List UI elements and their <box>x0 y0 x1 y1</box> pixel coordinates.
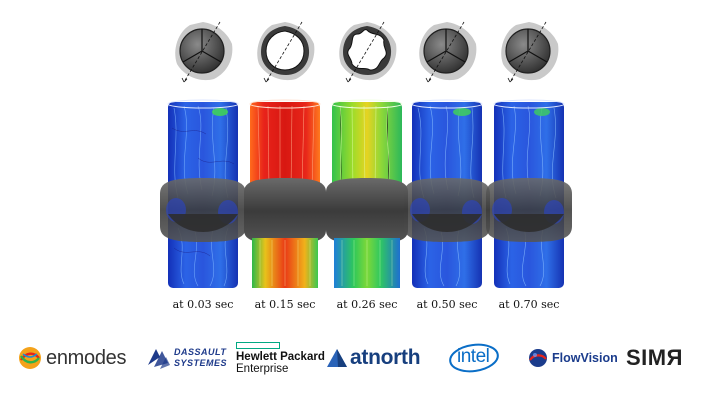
logo-text: intel <box>457 346 490 367</box>
time-label: at 0.50 sec <box>416 298 478 311</box>
logo-flowvision: FlowVision <box>528 336 618 380</box>
aortic-root-flow-visualization <box>326 99 408 288</box>
simulation-frame-1: at 0.03 sec <box>158 0 248 320</box>
simr-wordmark: SIMЯ <box>626 345 683 370</box>
valve-top-view-closed <box>501 21 559 83</box>
intel-swoosh-icon <box>449 343 499 373</box>
logo-text-line2: SYSTEMES <box>174 358 228 368</box>
flowvision-sphere-icon <box>529 349 547 367</box>
atnorth-mountain-icon <box>327 349 347 367</box>
dassault-3ds-icon <box>148 349 170 369</box>
simulation-frame-3: at 0.26 sec <box>322 0 412 320</box>
hpe-rectangle-icon <box>236 341 280 349</box>
valve-top-view-closed <box>419 21 477 83</box>
time-label: at 0.15 sec <box>254 298 316 311</box>
logo-dassault-systemes: DASSAULT SYSTEMES <box>146 336 227 380</box>
time-label: at 0.70 sec <box>498 298 560 311</box>
logo-simr: SIMЯ <box>626 336 683 380</box>
simulation-frame-5: at 0.70 sec <box>484 0 574 320</box>
logo-hpe: Hewlett Packard Enterprise <box>236 336 325 380</box>
valve-top-view-open <box>257 21 315 83</box>
aortic-root-flow-visualization <box>244 99 326 288</box>
logo-text: atnorth <box>350 346 421 369</box>
valve-top-view-closed <box>175 21 233 83</box>
aortic-root-flow-visualization <box>486 99 572 288</box>
valve-top-view-opening <box>339 21 397 83</box>
logo-text-line1: Hewlett Packard <box>236 350 325 363</box>
enmodes-swirl-icon <box>19 347 41 369</box>
logo-text: enmodes <box>46 346 127 369</box>
logo-text-line1: DASSAULT <box>174 347 227 357</box>
partner-logos: enmodes DASSAULT SYSTEMES Hewlett Packar… <box>0 336 710 380</box>
simulation-frame-2: at 0.15 sec <box>240 0 330 320</box>
time-label: at 0.26 sec <box>336 298 398 311</box>
aortic-root-flow-visualization <box>160 99 246 288</box>
logo-intel: intel <box>448 336 500 380</box>
aortic-root-flow-visualization <box>404 99 490 288</box>
logo-text-line2: Enterprise <box>236 362 289 375</box>
logo-text: FlowVision <box>552 351 618 365</box>
simulation-frame-4: at 0.50 sec <box>402 0 492 320</box>
logo-enmodes: enmodes <box>18 336 126 380</box>
time-label: at 0.03 sec <box>172 298 234 311</box>
logo-atnorth: atnorth <box>326 336 421 380</box>
